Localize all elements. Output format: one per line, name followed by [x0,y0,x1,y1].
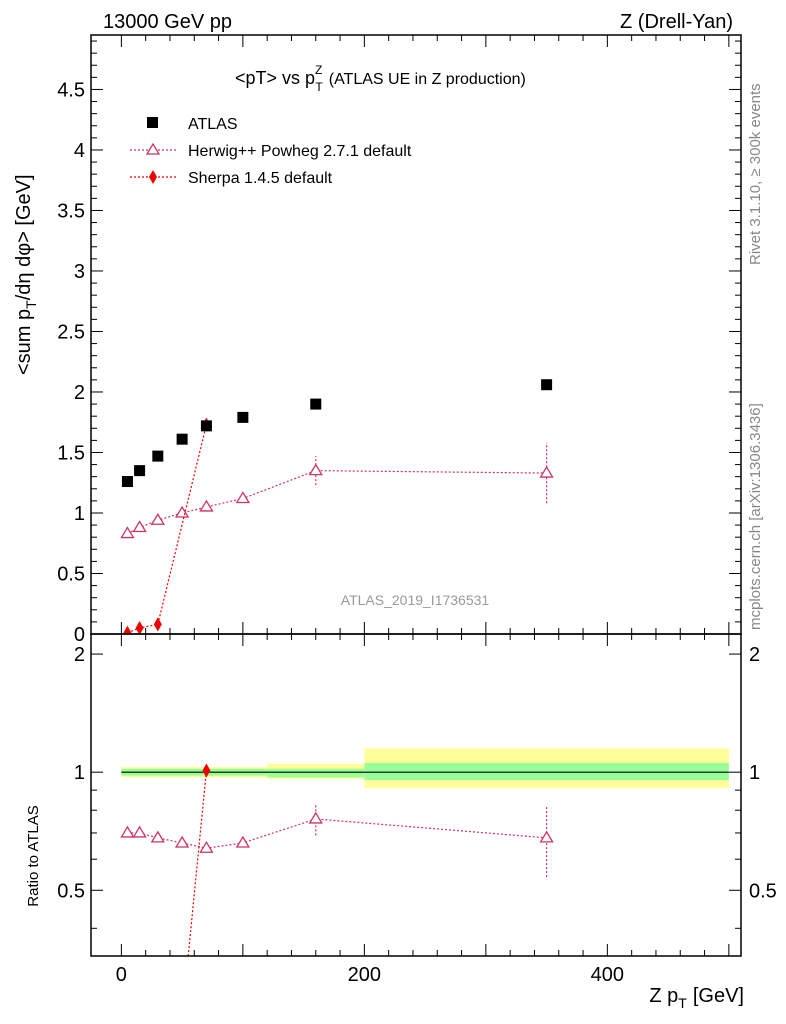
herwig-point [539,465,554,478]
y-tick-label-right: 0.5 [749,880,777,902]
title-subscript: T [315,80,323,94]
xlabel-tail: [GeV] [693,985,744,1007]
sherpa-point [123,625,132,634]
atlas-point [200,420,212,432]
mcplots-label: mcplots.cern.ch [arXiv:1306.3436] [747,403,764,630]
y-tick-label: 2 [74,644,85,666]
herwig-ratio-point [308,811,323,824]
legend-herwig-label: Herwig++ Powheg 2.7.1 default [188,143,412,160]
y-tick-label: 1.5 [57,442,85,464]
herwig-ratio-point [174,835,190,848]
sherpa-point [135,620,144,634]
ratio-y-axis-label: Ratio to ATLAS [25,805,42,906]
uncertainty-band-inner [364,763,729,781]
herwig-ratio-point [235,835,251,848]
y-tick-label: 0.5 [57,880,85,902]
herwig-point [174,505,190,518]
herwig-line [127,470,547,535]
header-right-label: Z (Drell-Yan) [620,11,733,33]
uncertainty-band-inner [267,768,365,778]
title-main: <pT> vs p [235,68,315,88]
herwig-ratio-point [132,825,147,838]
legend-sherpa-marker [149,170,157,184]
y-tick-label: 0.5 [57,563,85,585]
y-tick-label: 2.5 [57,321,85,343]
legend: ATLAS Herwig++ Powheg 2.7.1 default Sher… [130,116,412,187]
xlabel-subscript: T [678,995,687,1011]
x-tick-label: 400 [591,964,624,986]
herwig-ratio-line [127,818,547,849]
legend-atlas-marker [147,117,158,128]
y-tick-label: 0 [74,624,85,646]
herwig-point [150,512,165,525]
ylabel-part-2: /dη dφ> [GeV] [13,174,35,300]
y-tick-label: 2 [74,382,85,404]
herwig-ratio-point [199,840,214,853]
atlas-point [152,450,164,462]
main-data [120,379,554,634]
atlas-point [237,411,249,423]
herwig-ratio-point [120,825,135,838]
ratio-panel: 0 200 400 0.5 0.5 1 1 2 2 [57,633,777,986]
legend-sherpa-label: Sherpa 1.4.5 default [188,170,333,187]
x-tick-label: 0 [116,964,127,986]
y-tick-label: 3.5 [57,200,85,222]
herwig-point [308,463,323,476]
xlabel-main: Z p [649,985,678,1007]
atlas-point [541,379,553,391]
y-tick-label: 4 [74,140,85,162]
panel-frame [90,633,742,957]
sherpa-ratio-point [202,763,211,778]
main-panel: 0 0.5 1 1.5 2 2.5 3 3.5 4 4.5 [57,34,742,646]
rivet-label: Rivet 3.1.10, ≥ 300k events [747,83,764,265]
ratio-data [120,748,729,956]
atlas-point [176,433,188,445]
y-tick-label-right: 1 [749,762,760,784]
y-tick-label: 1 [74,503,85,525]
herwig-ratio-point [539,830,554,843]
header-left-label: 13000 GeV pp [103,11,232,33]
herwig-ratio-point [150,830,165,843]
main-y-axis-label: <sum pT/dη dφ> [GeV] [13,174,39,375]
analysis-label: ATLAS_2019_I1736531 [341,592,490,608]
main-title: <pT> vs pZ T (ATLAS UE in Z production) [235,63,526,94]
x-tick-label: 200 [348,964,381,986]
herwig-point [120,526,135,539]
sherpa-ratio-line [187,770,208,956]
atlas-point [310,398,322,410]
herwig-point [132,520,147,533]
herwig-point [199,499,214,512]
title-superscript: Z [315,63,322,77]
legend-herwig-marker [145,142,161,155]
legend-atlas-label: ATLAS [188,116,238,133]
sherpa-point [153,617,162,632]
y-tick-label: 1 [74,762,85,784]
y-tick-label: 3 [74,261,85,283]
ylabel-part-1: <sum p [13,309,35,375]
x-axis-label: Z pT [GeV] [649,985,744,1011]
y-tick-label-right: 2 [749,644,760,666]
y-tick-label: 4.5 [57,79,85,101]
herwig-point [235,491,251,504]
atlas-point [121,476,133,488]
atlas-point [134,465,146,477]
title-tail: (ATLAS UE in Z production) [329,71,526,88]
ylabel-subscript: T [23,300,39,309]
